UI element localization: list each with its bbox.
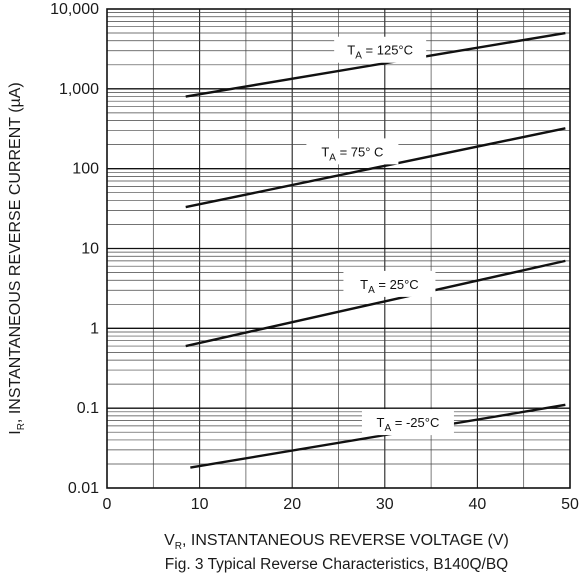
figure-caption: Fig. 3 Typical Reverse Characteristics, … xyxy=(165,556,508,573)
y-tick-label: 10 xyxy=(81,241,99,258)
series-label-text: = 75° C xyxy=(336,144,383,159)
tick-labels: 0 10 20 30 40 50 0.01 0.1 1 10 100 1,000 10,000 xyxy=(50,1,579,513)
x-axis-label-subscript: R xyxy=(175,541,182,552)
series-label: TA = -25°C xyxy=(377,415,440,434)
series-label-subscript: A xyxy=(384,423,391,434)
plot-frame xyxy=(106,8,571,489)
series-label: TA = 125°C xyxy=(347,43,413,62)
series-line xyxy=(185,259,566,348)
series-label-subscript: A xyxy=(368,285,375,296)
series-label-background xyxy=(306,138,399,165)
x-axis-label: VR, INSTANTANEOUS REVERSE VOLTAGE (V) xyxy=(164,532,509,552)
series-line xyxy=(185,127,566,209)
series-label-symbol: T xyxy=(321,144,329,159)
chart-grid xyxy=(107,9,570,488)
series-label-text: = 125°C xyxy=(362,43,413,58)
series-label-symbol: T xyxy=(347,43,355,58)
y-axis-label-text: , INSTANTANEOUS REVERSE CURRENT (µA) xyxy=(7,82,24,423)
chart-series: TA = 125°CTA = 75° CTA = 25°CTA = -25°C xyxy=(185,31,566,469)
x-tick-label: 50 xyxy=(561,496,579,513)
series-label-background xyxy=(334,36,427,63)
series-label: TA = 25°C xyxy=(360,277,419,296)
series-label-symbol: T xyxy=(377,415,385,430)
y-axis-label: IR, INSTANTANEOUS REVERSE CURRENT (µA) xyxy=(7,82,27,435)
series-label-subscript: A xyxy=(329,152,336,163)
x-tick-label: 40 xyxy=(469,496,487,513)
x-tick-label: 10 xyxy=(191,496,209,513)
x-tick-label: 0 xyxy=(103,496,112,513)
y-tick-label: 0.01 xyxy=(68,480,99,497)
y-tick-label: 0.1 xyxy=(77,400,99,417)
series-label-background xyxy=(343,270,436,297)
y-tick-label: 10,000 xyxy=(50,1,99,18)
y-tick-label: 100 xyxy=(72,161,99,178)
y-axis-label-subscript: R xyxy=(16,423,27,430)
series-label-symbol: T xyxy=(360,277,368,292)
series-label-subscript: A xyxy=(355,51,362,62)
series-label-text: = 25°C xyxy=(375,277,419,292)
series-line xyxy=(190,403,566,469)
y-tick-label: 1 xyxy=(90,320,99,337)
x-axis-label-symbol: V xyxy=(164,532,175,549)
y-tick-label: 1,000 xyxy=(59,81,99,98)
series-label: TA = 75° C xyxy=(321,144,383,163)
x-tick-label: 20 xyxy=(283,496,301,513)
series-label-text: = -25°C xyxy=(391,415,439,430)
y-axis-label-symbol: I xyxy=(7,430,24,434)
series-line xyxy=(185,31,566,98)
x-tick-label: 30 xyxy=(376,496,394,513)
series-label-background xyxy=(361,409,454,436)
x-axis-label-text: , INSTANTANEOUS REVERSE VOLTAGE (V) xyxy=(182,532,509,549)
